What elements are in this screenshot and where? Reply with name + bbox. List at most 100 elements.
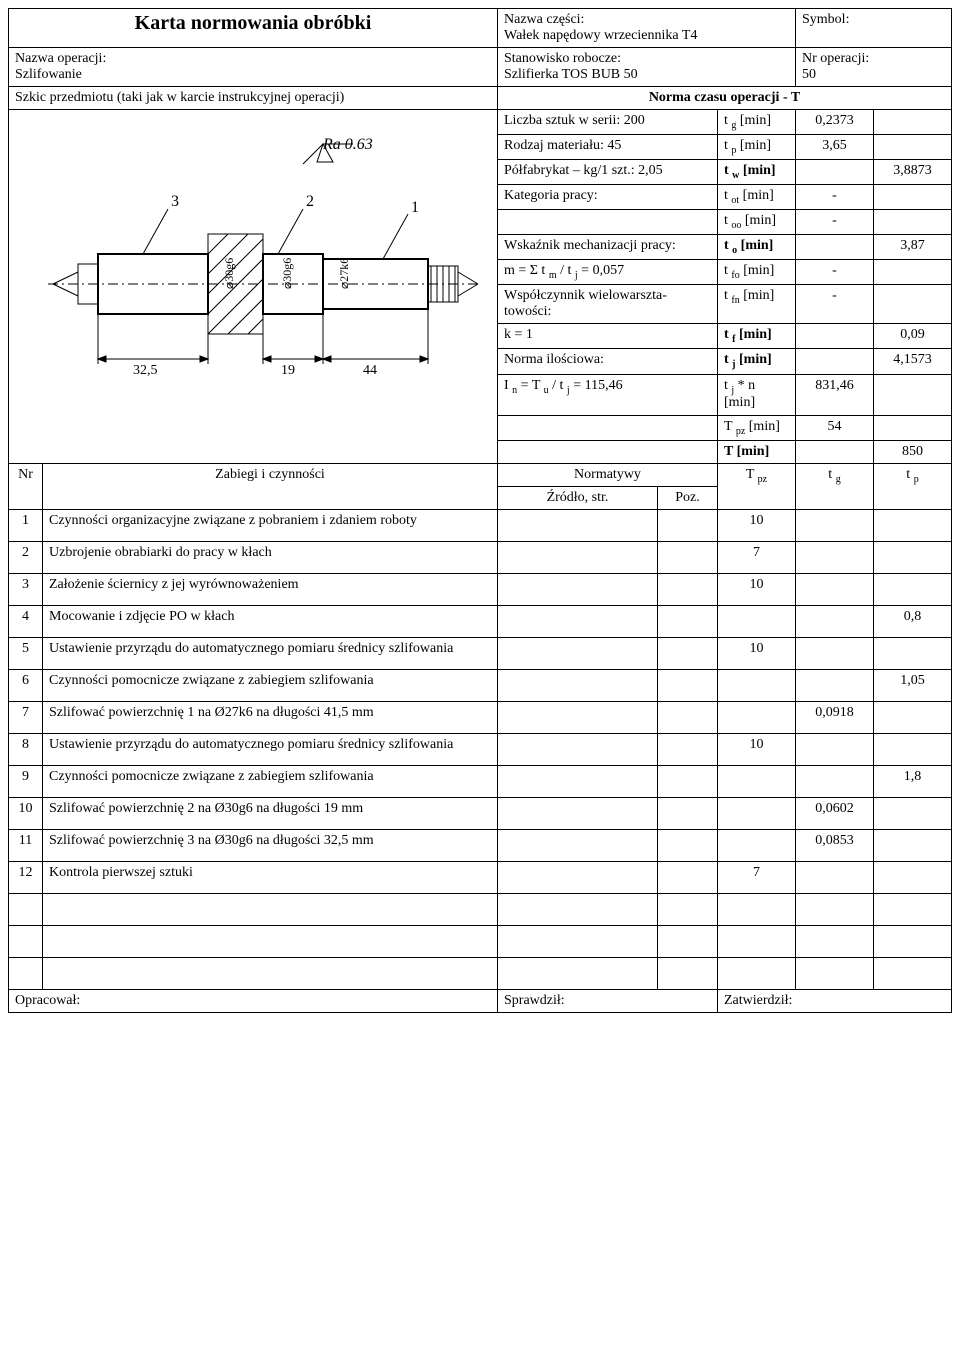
norm-v3-6 <box>874 260 952 285</box>
ops-pos <box>658 926 718 958</box>
opnum-label: Nr operacji: <box>802 51 869 66</box>
ops-nr: 7 <box>9 702 43 734</box>
norm-v3-9: 4,1573 <box>874 349 952 374</box>
norm-v2-12 <box>796 440 874 463</box>
ops-src <box>498 862 658 894</box>
ops-tg <box>796 766 874 798</box>
norm-mid-12: T [min] <box>718 440 796 463</box>
norm-label-2: Półfabrykat – kg/1 szt.: 2,05 <box>498 160 718 185</box>
table-row: 5Ustawienie przyrządu do automatycznego … <box>9 638 952 670</box>
ops-nr: 6 <box>9 670 43 702</box>
norm-title: Norma czasu operacji - T <box>498 87 952 110</box>
ops-tp: 1,8 <box>874 766 952 798</box>
op-label: Nazwa operacji: <box>15 51 106 66</box>
ops-pos <box>658 862 718 894</box>
ops-nr <box>9 926 43 958</box>
ops-hdr-tpz: T pz <box>718 464 796 510</box>
ops-pos <box>658 574 718 606</box>
norm-v2-5 <box>796 235 874 260</box>
ops-nr: 1 <box>9 510 43 542</box>
ops-tpz <box>718 670 796 702</box>
sketch-cell: Ra 0.63 3 2 1 <box>9 110 498 464</box>
ops-hdr-norm: Normatywy <box>498 464 718 487</box>
ops-tp <box>874 510 952 542</box>
norm-v2-8 <box>796 324 874 349</box>
part-name: Wałek napędowy wrzeciennika T4 <box>504 28 697 43</box>
norm-v3-10 <box>874 374 952 415</box>
table-row: 11Szlifować powierzchnię 3 na Ø30g6 na d… <box>9 830 952 862</box>
station-name: Szlifierka TOS BUB 50 <box>504 67 638 82</box>
ops-tp <box>874 894 952 926</box>
norm-mid-2: t w [min] <box>718 160 796 185</box>
ops-tpz: 7 <box>718 542 796 574</box>
norm-v2-7: - <box>796 285 874 324</box>
ops-tpz: 10 <box>718 574 796 606</box>
ops-tpz <box>718 894 796 926</box>
table-row: 10Szlifować powierzchnię 2 na Ø30g6 na d… <box>9 798 952 830</box>
norm-v2-2 <box>796 160 874 185</box>
norm-label-1: Rodzaj materiału: 45 <box>498 135 718 160</box>
ops-src <box>498 510 658 542</box>
table-row: 3Założenie ściernicy z jej wyrównoważeni… <box>9 574 952 606</box>
norm-v2-4: - <box>796 210 874 235</box>
ops-nr: 11 <box>9 830 43 862</box>
footer-checked: Sprawdził: <box>498 990 718 1013</box>
norm-label-9: Norma ilościowa: <box>498 349 718 374</box>
ops-tp: 0,8 <box>874 606 952 638</box>
norm-label-12 <box>498 440 718 463</box>
norm-v3-11 <box>874 415 952 440</box>
ops-tp <box>874 702 952 734</box>
ops-src <box>498 638 658 670</box>
norm-v3-4 <box>874 210 952 235</box>
ops-pos <box>658 958 718 990</box>
norm-v2-3: - <box>796 185 874 210</box>
ops-pos <box>658 510 718 542</box>
ops-src <box>498 542 658 574</box>
ops-tg <box>796 510 874 542</box>
ops-pos <box>658 830 718 862</box>
ops-tg <box>796 574 874 606</box>
ops-desc <box>43 926 498 958</box>
norm-mid-10: t j * n [min] <box>718 374 796 415</box>
callout-1: 1 <box>411 199 419 216</box>
ops-tpz <box>718 606 796 638</box>
ops-tg <box>796 638 874 670</box>
ops-tpz <box>718 798 796 830</box>
ops-hdr-tg: t g <box>796 464 874 510</box>
norm-mid-8: t f [min] <box>718 324 796 349</box>
ops-pos <box>658 542 718 574</box>
ops-tg <box>796 926 874 958</box>
ops-nr <box>9 894 43 926</box>
norm-mid-5: t o [min] <box>718 235 796 260</box>
ops-pos <box>658 766 718 798</box>
norm-label-10: I n = T u / t j = 115,46 <box>498 374 718 415</box>
ops-pos <box>658 638 718 670</box>
doc-table: Karta normowania obróbki Nazwa części: W… <box>8 8 952 1013</box>
ops-nr: 4 <box>9 606 43 638</box>
ops-src <box>498 766 658 798</box>
table-row <box>9 894 952 926</box>
ops-tg <box>796 894 874 926</box>
ops-src <box>498 958 658 990</box>
part-label: Nazwa części: <box>504 12 584 27</box>
ops-tg <box>796 542 874 574</box>
norm-v2-11: 54 <box>796 415 874 440</box>
norm-v3-3 <box>874 185 952 210</box>
ops-tg <box>796 734 874 766</box>
dim-44: 44 <box>363 363 377 378</box>
ops-nr: 8 <box>9 734 43 766</box>
table-row: 1Czynności organizacyjne związane z pobr… <box>9 510 952 542</box>
ops-src <box>498 670 658 702</box>
norm-label-11 <box>498 415 718 440</box>
ops-tp <box>874 862 952 894</box>
sketch-svg: Ra 0.63 3 2 1 <box>13 114 493 454</box>
ops-tp <box>874 798 952 830</box>
ops-src <box>498 894 658 926</box>
ops-pos <box>658 606 718 638</box>
ops-src <box>498 734 658 766</box>
table-row: 4Mocowanie i zdjęcie PO w kłach0,8 <box>9 606 952 638</box>
norm-label-8: k = 1 <box>498 324 718 349</box>
ops-nr: 5 <box>9 638 43 670</box>
ops-src <box>498 798 658 830</box>
ops-tp <box>874 574 952 606</box>
